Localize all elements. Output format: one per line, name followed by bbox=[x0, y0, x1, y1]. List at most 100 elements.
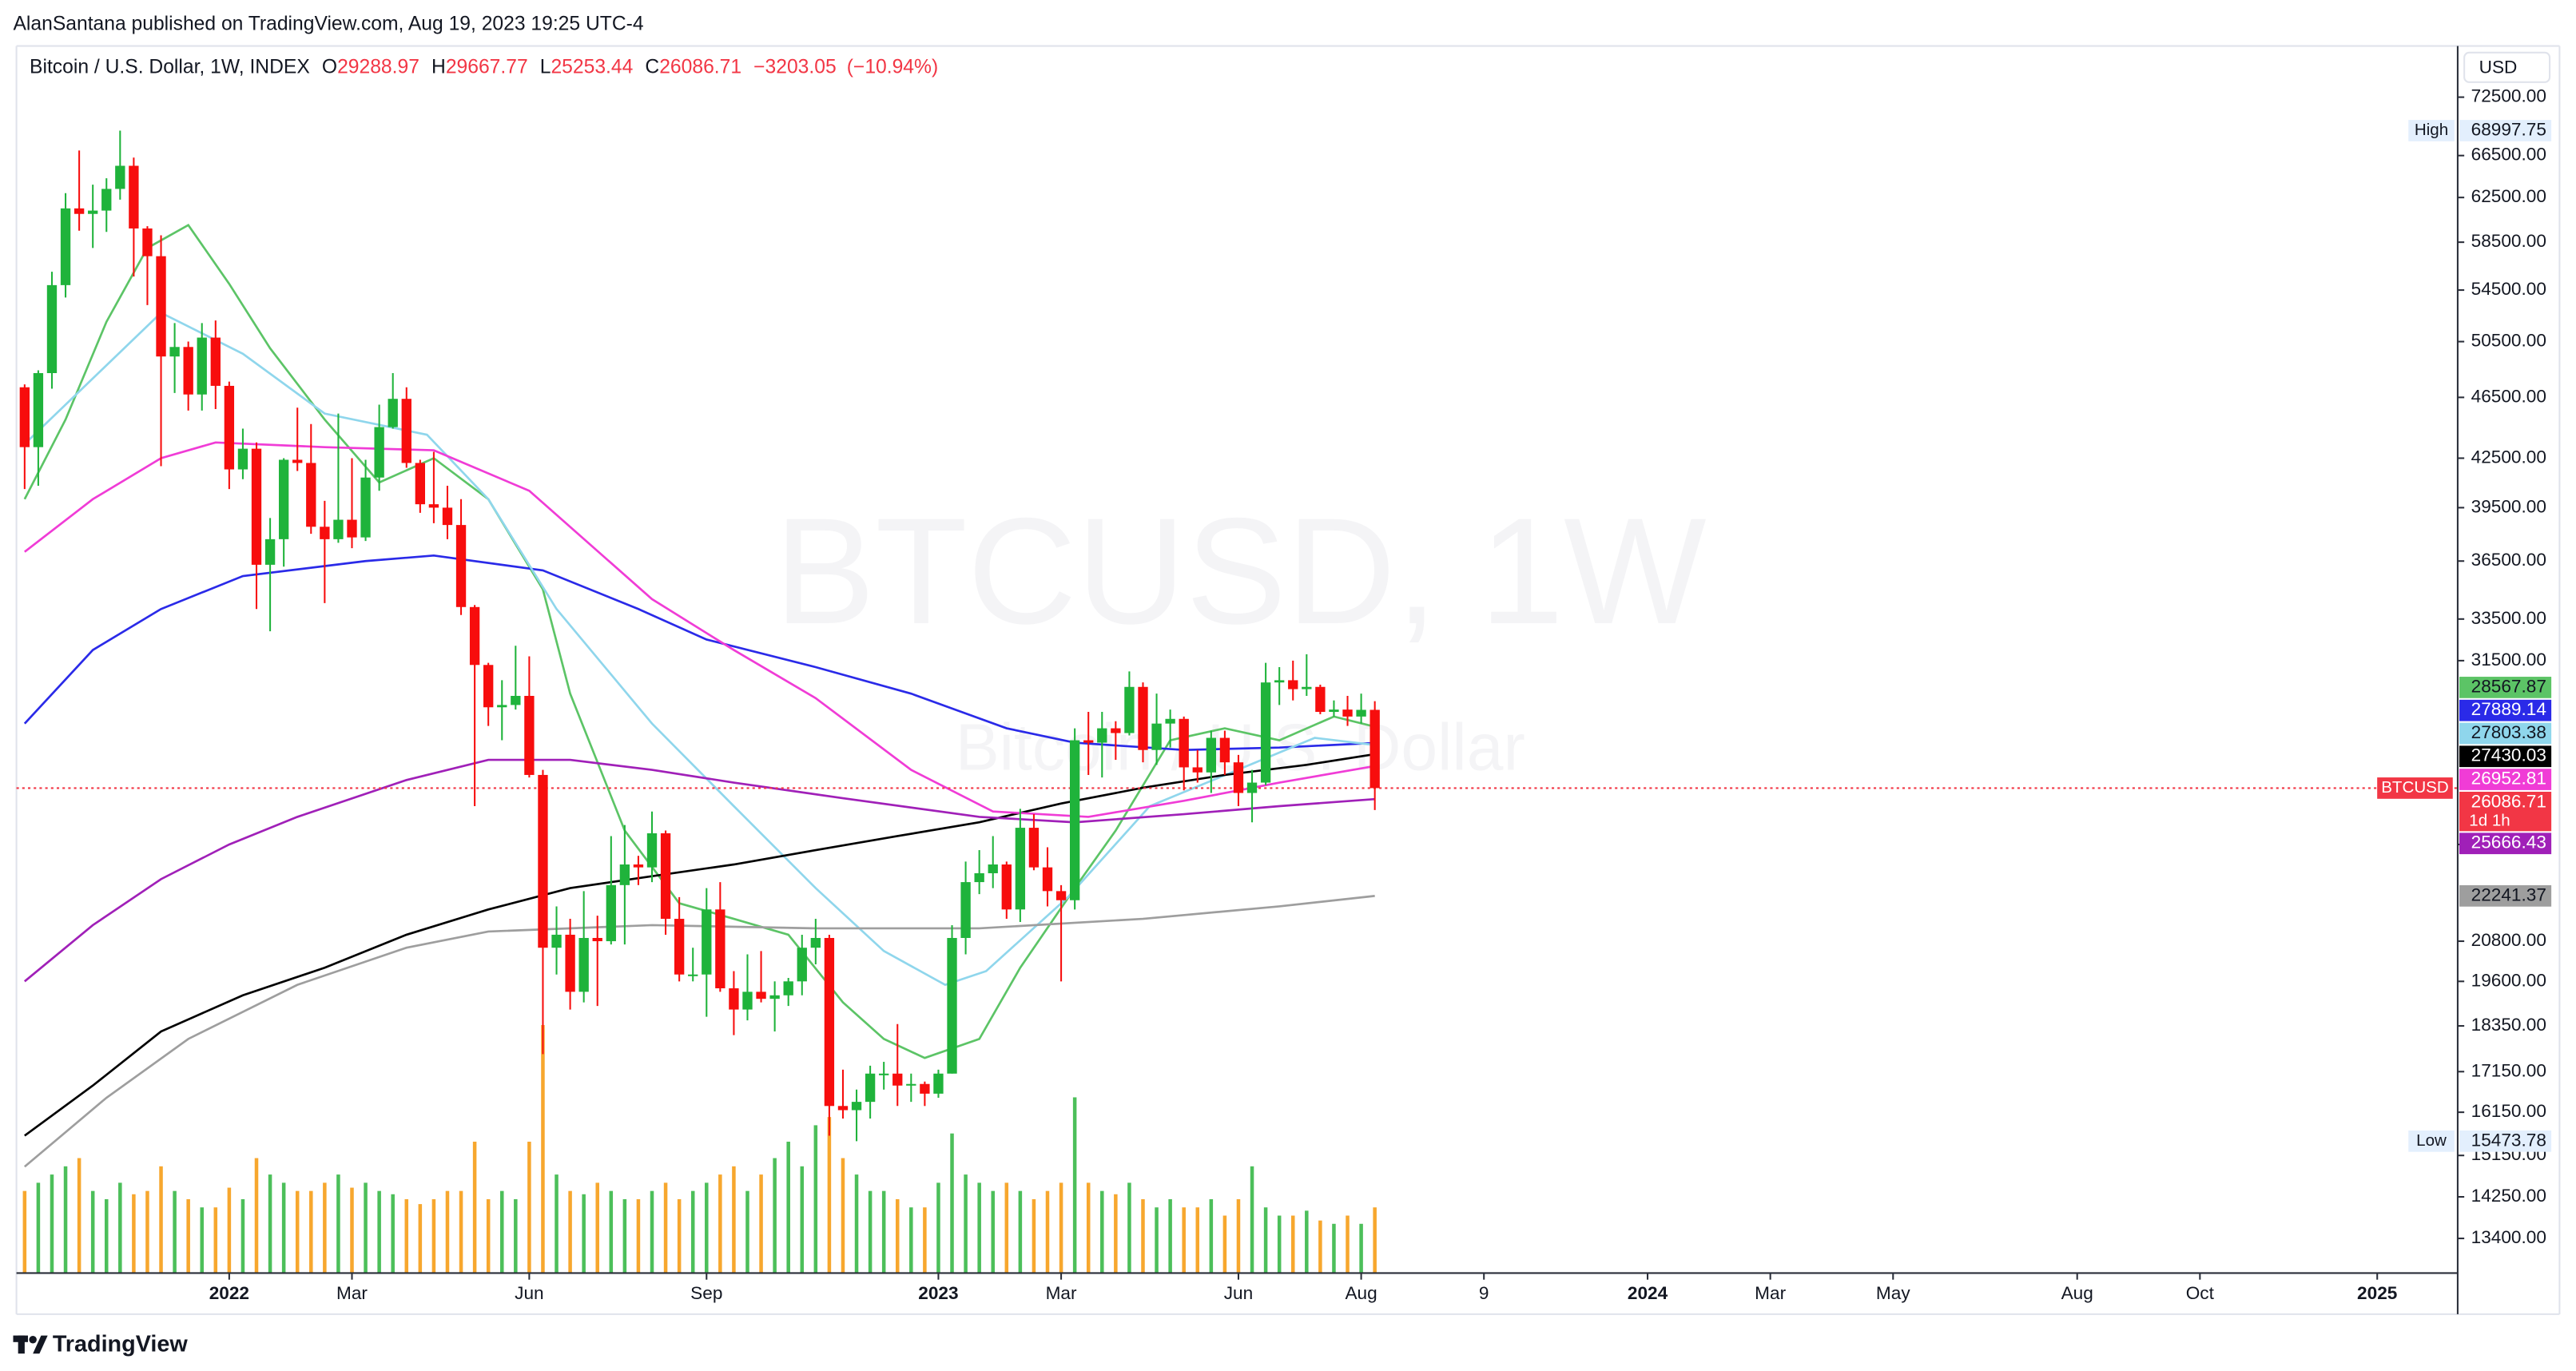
volume-bar bbox=[1141, 1198, 1145, 1274]
y-tick-label: 66500.00 bbox=[2471, 145, 2546, 165]
volume-bar bbox=[118, 1182, 122, 1274]
volume-bar bbox=[1168, 1198, 1172, 1274]
volume-bar bbox=[63, 1166, 68, 1274]
candle-body bbox=[1233, 762, 1244, 793]
candle-body bbox=[511, 695, 521, 705]
candle-body bbox=[1342, 709, 1353, 717]
price-badge bbox=[2459, 884, 2552, 907]
moving-average-line bbox=[24, 441, 1375, 818]
y-tick-label: 14250.00 bbox=[2471, 1186, 2546, 1206]
countdown: 1d 1h bbox=[2469, 811, 2510, 829]
candle-body bbox=[810, 937, 821, 948]
volume-bar bbox=[418, 1204, 423, 1274]
candle-body bbox=[33, 372, 44, 447]
y-tick-label: 36500.00 bbox=[2471, 550, 2546, 570]
candle-body bbox=[960, 882, 971, 938]
volume-bar bbox=[391, 1194, 395, 1274]
symbol-badge-label: BTCUSD bbox=[2381, 778, 2448, 797]
high-value: 68997.75 bbox=[2471, 119, 2546, 139]
brand-name: TradingView bbox=[53, 1332, 189, 1357]
volume-bar bbox=[1086, 1182, 1091, 1274]
symbol-badge bbox=[2377, 777, 2453, 799]
candle-body bbox=[19, 387, 30, 447]
candle-body bbox=[483, 665, 494, 708]
candle-body bbox=[660, 833, 671, 920]
change-value: −3203.05 bbox=[753, 56, 837, 77]
candle-body bbox=[742, 991, 753, 1010]
candle-body bbox=[1042, 867, 1053, 892]
candle-body bbox=[1028, 828, 1040, 868]
candle-body bbox=[1288, 680, 1298, 689]
y-tick-label: 58500.00 bbox=[2471, 231, 2546, 251]
candle-body bbox=[401, 399, 411, 463]
volume-bar bbox=[1222, 1215, 1227, 1274]
brand-logo bbox=[13, 1335, 48, 1354]
y-tick-label: 50500.00 bbox=[2471, 331, 2546, 351]
candle-body bbox=[60, 208, 71, 285]
candle-body bbox=[333, 519, 344, 539]
volume-bar bbox=[690, 1190, 695, 1274]
volume-bar bbox=[745, 1190, 749, 1274]
x-tick-label: Jun bbox=[1224, 1283, 1253, 1303]
candle-body bbox=[797, 948, 807, 982]
candle-body bbox=[415, 463, 426, 505]
currency[interactable]: USD bbox=[2479, 57, 2518, 77]
volume-bar bbox=[459, 1190, 463, 1274]
candle-body bbox=[278, 459, 289, 539]
volume-bar bbox=[732, 1166, 736, 1274]
y-tick-label: 42500.00 bbox=[2471, 447, 2546, 467]
candle-body bbox=[1356, 709, 1366, 717]
volume-bar bbox=[200, 1207, 204, 1274]
volume-bar bbox=[173, 1190, 177, 1274]
volume-bar bbox=[1018, 1190, 1023, 1274]
x-tick-label: Sep bbox=[690, 1283, 722, 1303]
volume-bar bbox=[36, 1182, 41, 1274]
y-tick-label: 19600.00 bbox=[2471, 970, 2546, 990]
change-percent: (−10.94%) bbox=[847, 56, 938, 77]
volume-bar bbox=[759, 1174, 763, 1274]
y-tick-label: 13400.00 bbox=[2471, 1227, 2546, 1247]
high-value-bg bbox=[2459, 120, 2552, 141]
volume-bar bbox=[132, 1194, 136, 1274]
moving-average-line bbox=[24, 753, 1375, 1137]
candle-body bbox=[469, 606, 480, 666]
currency-box[interactable] bbox=[2463, 51, 2551, 83]
price-badge bbox=[2459, 722, 2552, 745]
candle-body bbox=[306, 463, 316, 527]
volume-bar bbox=[677, 1198, 682, 1274]
candle-body bbox=[46, 284, 58, 373]
volume-bar bbox=[1359, 1223, 1363, 1274]
volume-bar bbox=[964, 1174, 968, 1274]
volume-bar bbox=[595, 1182, 599, 1274]
volume-layer bbox=[22, 1024, 1377, 1274]
x-tick-label: Mar bbox=[336, 1283, 368, 1303]
candle-body bbox=[756, 991, 766, 999]
publisher-line: AlanSantana published on TradingView.com… bbox=[13, 13, 643, 34]
y-tick-label: 54500.00 bbox=[2471, 279, 2546, 299]
candle-body bbox=[524, 695, 535, 775]
candle-body bbox=[455, 525, 467, 607]
candle-body bbox=[1001, 864, 1012, 910]
candle-body bbox=[1083, 740, 1094, 743]
price-badge-value: 27430.03 bbox=[2471, 745, 2546, 765]
y-tick-label: 33500.00 bbox=[2471, 608, 2546, 628]
candle-body bbox=[115, 165, 125, 189]
high-label: High bbox=[2415, 121, 2448, 139]
volume-bar bbox=[1236, 1198, 1241, 1274]
candle-body bbox=[129, 165, 139, 228]
y-tick-label: 18350.00 bbox=[2471, 1015, 2546, 1035]
volume-bar bbox=[159, 1166, 163, 1274]
candle-body bbox=[538, 774, 548, 948]
y-tick-label: 39500.00 bbox=[2471, 496, 2546, 516]
symbol-title: Bitcoin / U.S. Dollar, 1W, INDEX bbox=[30, 56, 310, 77]
candle-body bbox=[347, 519, 357, 538]
volume-bar bbox=[1072, 1097, 1077, 1274]
candle-body bbox=[320, 527, 330, 539]
price-badge bbox=[2459, 769, 2552, 790]
volume-bar bbox=[377, 1190, 381, 1274]
price-badge-value: 26086.71 bbox=[2471, 791, 2546, 811]
open-value: 29288.97 bbox=[337, 56, 419, 77]
volume-bar bbox=[514, 1198, 518, 1274]
candle-body bbox=[646, 833, 658, 868]
volume-bar bbox=[145, 1190, 149, 1274]
